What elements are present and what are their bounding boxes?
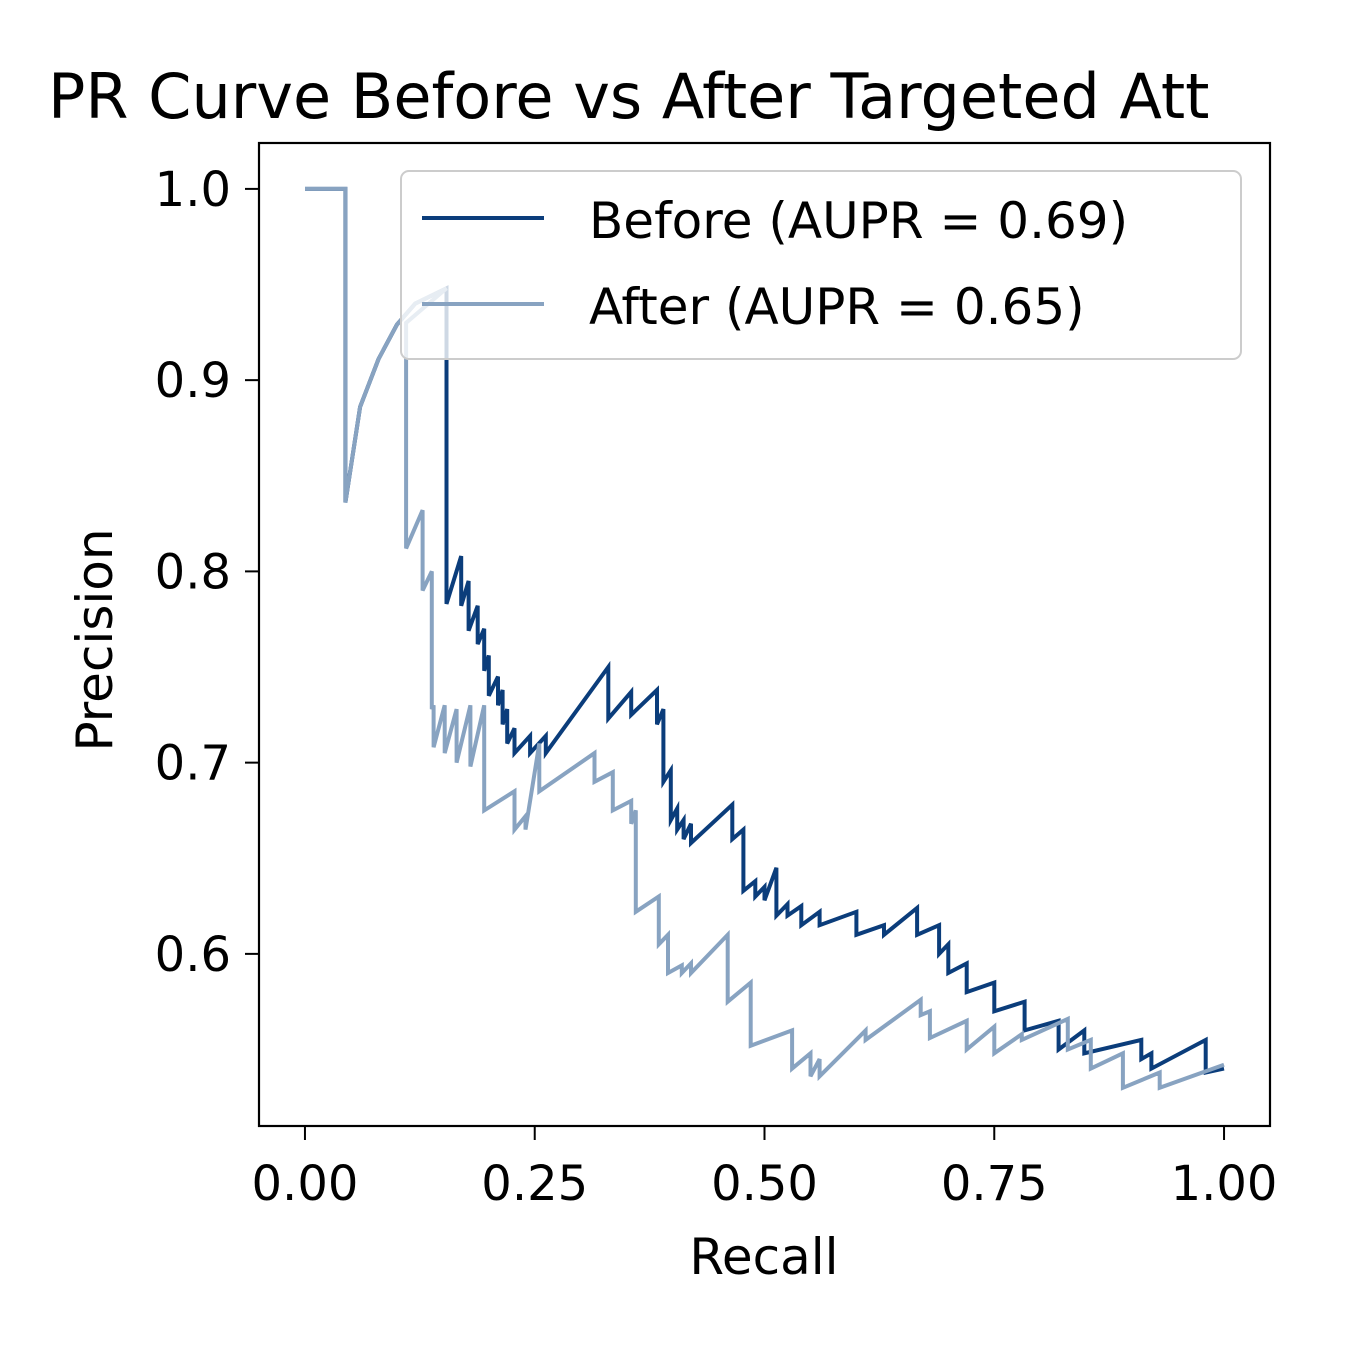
legend-label-after: After (AUPR = 0.65) <box>589 278 1085 336</box>
y-axis-label: Precision <box>66 528 124 751</box>
x-axis: 0.00 0.25 0.50 0.75 1.00 <box>252 1126 1278 1212</box>
x-tick-label: 1.00 <box>1171 1156 1278 1212</box>
y-tick-label: 0.9 <box>155 353 231 409</box>
y-tick-label: 0.6 <box>155 927 231 983</box>
series-layer <box>305 186 1225 1091</box>
x-tick-label: 0.50 <box>711 1156 818 1212</box>
x-tick-label: 0.25 <box>481 1156 588 1212</box>
y-tick-label: 1.0 <box>155 162 231 218</box>
x-tick-label: 0.75 <box>941 1156 1048 1212</box>
y-tick-label: 0.7 <box>155 736 231 792</box>
y-tick-label: 0.8 <box>155 544 231 600</box>
legend-box <box>400 170 1242 360</box>
legend-label-before: Before (AUPR = 0.69) <box>589 192 1128 250</box>
series-line-after <box>305 186 1225 1091</box>
x-tick-label: 0.00 <box>252 1156 359 1212</box>
series-line-before <box>305 186 1225 1075</box>
chart-title: PR Curve Before vs After Targeted Att <box>48 60 1209 133</box>
legend: Before (AUPR = 0.69) After (AUPR = 0.65) <box>400 170 1242 360</box>
x-axis-label: Recall <box>689 1228 838 1286</box>
y-axis: 0.6 0.7 0.8 0.9 1.0 <box>155 162 259 983</box>
